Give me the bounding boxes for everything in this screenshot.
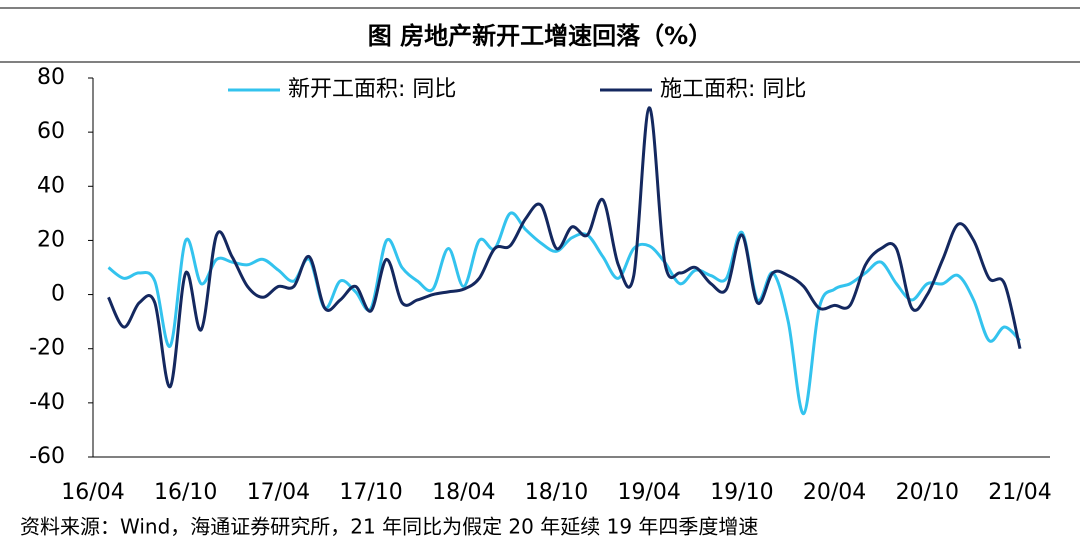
x-tick-label: 20/10 bbox=[896, 480, 959, 505]
x-tick-label: 18/04 bbox=[432, 480, 495, 505]
y-tick-label: 60 bbox=[37, 119, 65, 144]
y-tick-label: 80 bbox=[37, 65, 65, 90]
chart-title: 图 房地产新开工增速回落（%） bbox=[368, 22, 712, 50]
y-tick-label: 0 bbox=[51, 282, 65, 307]
y-tick-label: 20 bbox=[37, 227, 65, 252]
y-tick-label: 40 bbox=[37, 173, 65, 198]
y-tick-label: -20 bbox=[29, 336, 65, 361]
legend-label: 施工面积: 同比 bbox=[660, 77, 806, 102]
y-tick-label: -60 bbox=[29, 444, 65, 469]
line-series bbox=[107, 106, 1022, 389]
x-tick-label: 16/10 bbox=[154, 480, 217, 505]
legend-label: 新开工面积: 同比 bbox=[288, 77, 456, 102]
x-tick-label: 21/04 bbox=[988, 480, 1051, 505]
x-tick-label: 18/10 bbox=[525, 480, 588, 505]
x-tick-label: 16/04 bbox=[61, 480, 124, 505]
y-tick-label: -40 bbox=[29, 390, 65, 415]
x-tick-label: 19/04 bbox=[617, 480, 680, 505]
x-tick-label: 17/04 bbox=[247, 480, 310, 505]
source-note: 资料来源：Wind，海通证券研究所，21 年同比为假定 20 年延续 19 年四… bbox=[20, 515, 758, 539]
x-tick-label: 19/10 bbox=[710, 480, 773, 505]
x-tick-label: 17/10 bbox=[339, 480, 402, 505]
x-tick-label: 20/04 bbox=[803, 480, 866, 505]
line-series bbox=[107, 211, 1022, 416]
